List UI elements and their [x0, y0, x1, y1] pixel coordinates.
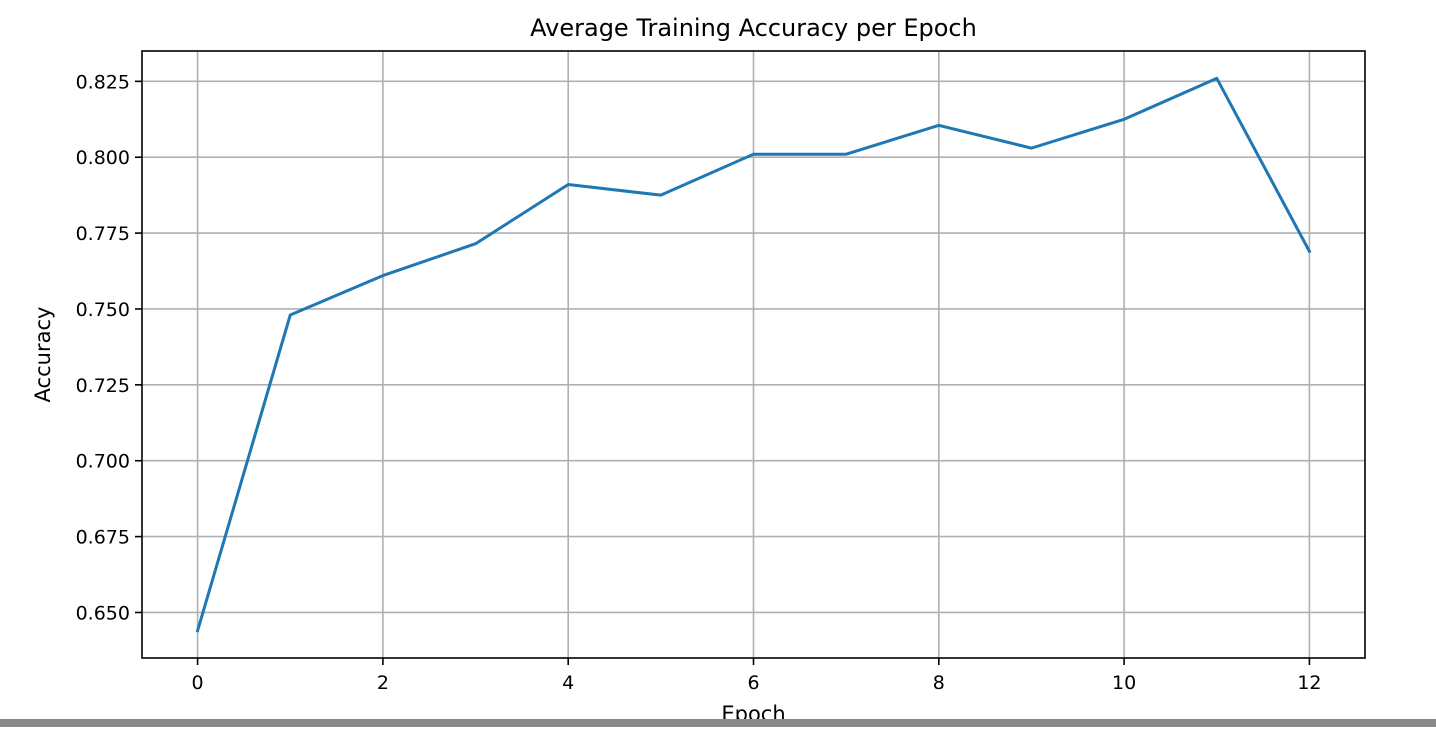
x-tick-label: 0 [192, 672, 204, 694]
y-tick-label: 0.825 [76, 71, 130, 93]
x-tick-label: 8 [933, 672, 945, 694]
chart-title: Average Training Accuracy per Epoch [530, 14, 977, 42]
y-tick-label: 0.725 [76, 375, 130, 397]
grid-layer [142, 51, 1365, 658]
y-axis-title: Accuracy [31, 307, 55, 403]
y-axis: 0.650 0.675 0.700 0.725 0.750 0.775 0.800 0.825 [76, 71, 142, 624]
x-tick-label: 10 [1112, 672, 1136, 694]
x-tick-label: 2 [377, 672, 389, 694]
y-tick-label: 0.800 [76, 147, 130, 169]
y-tick-label: 0.700 [76, 451, 130, 473]
y-tick-label: 0.750 [76, 299, 130, 321]
y-tick-label: 0.650 [76, 602, 130, 624]
x-tick-label: 12 [1297, 672, 1321, 694]
x-tick-label: 6 [747, 672, 759, 694]
y-tick-label: 0.675 [76, 527, 130, 549]
window-bottom-edge [0, 719, 1436, 727]
x-axis: 0 2 4 6 8 10 12 [192, 658, 1322, 694]
series-line [195, 76, 1312, 633]
series-layer [195, 76, 1312, 633]
y-tick-label: 0.775 [76, 223, 130, 245]
x-tick-label: 4 [562, 672, 574, 694]
